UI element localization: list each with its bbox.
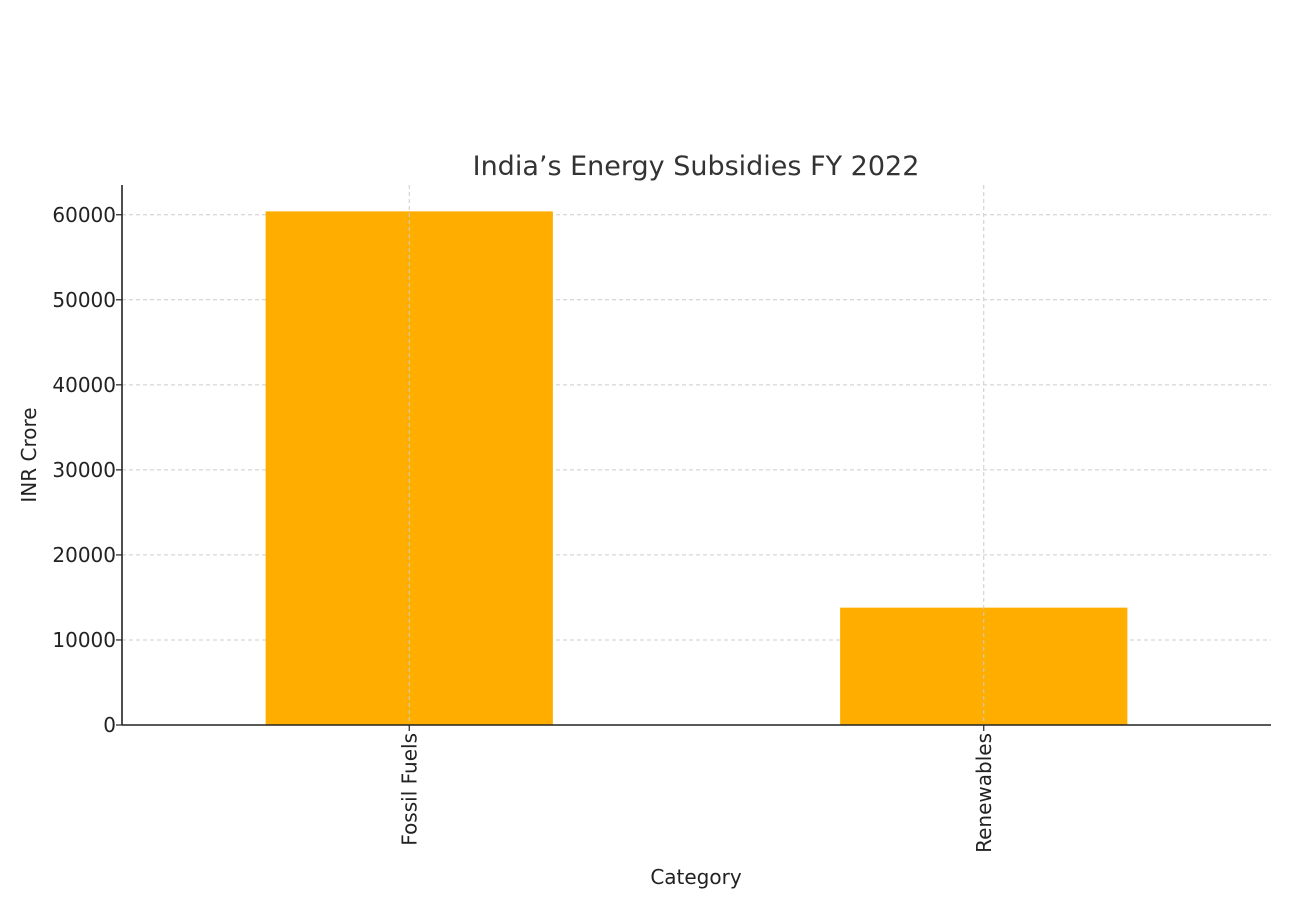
axes	[121, 185, 1271, 726]
bar-renewables	[840, 607, 1128, 725]
x-axis-label: Category	[650, 865, 742, 889]
y-tick-label: 50000	[52, 288, 116, 312]
y-tick-label: 30000	[52, 458, 116, 482]
y-ticks: 0 10000 20000 30000 40000 50000 60000	[52, 203, 122, 737]
x-ticks: Fossil Fuels Renewables	[397, 725, 996, 853]
chart-title: India’s Energy Subsidies FY 2022	[473, 151, 920, 182]
y-tick-label: 60000	[52, 203, 116, 227]
x-tick-label: Fossil Fuels	[397, 733, 421, 846]
bars	[265, 211, 1128, 726]
y-axis-label: INR Crore	[17, 407, 41, 502]
y-tick-label: 40000	[52, 373, 116, 397]
x-tick-label: Renewables	[972, 733, 996, 853]
y-tick-label: 20000	[52, 543, 116, 567]
vertical-grid	[408, 185, 985, 725]
y-tick-label: 10000	[52, 628, 116, 652]
y-tick-label: 0	[103, 713, 116, 737]
